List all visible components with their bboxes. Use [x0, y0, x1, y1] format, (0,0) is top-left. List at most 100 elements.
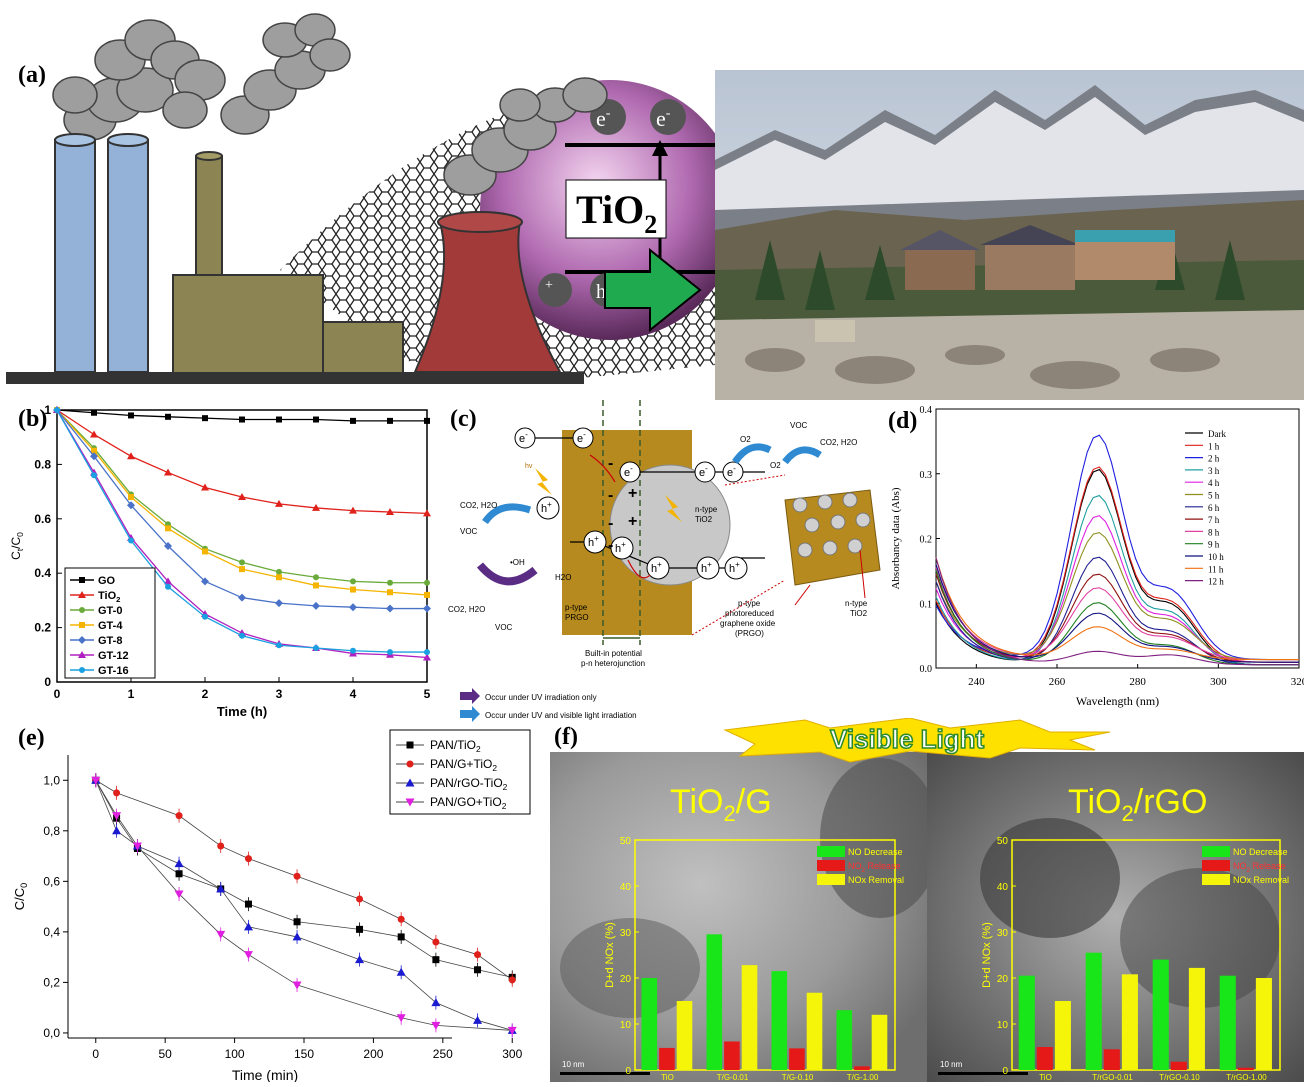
legend-uvvis-arrow — [460, 706, 480, 722]
mountain-photo — [715, 70, 1304, 400]
data-point — [90, 452, 98, 461]
legend-marker — [79, 622, 85, 628]
data-point — [164, 577, 172, 585]
hole-1 — [538, 273, 572, 307]
legend-label: GT-4 — [98, 620, 123, 632]
legend-label: GT-16 — [98, 665, 129, 677]
visible-light-text: Visible Light — [830, 724, 984, 754]
co2-label-2: CO2, H2O — [448, 605, 485, 614]
data-point — [424, 417, 430, 424]
x-tick-label: 240 — [968, 676, 985, 688]
x-tick-label: T/G-1.00 — [847, 1073, 879, 1082]
builtin-label-1: Built-in potential — [585, 649, 642, 658]
data-point — [350, 578, 356, 585]
bar — [854, 1066, 870, 1070]
legend-label: GT-8 — [98, 635, 122, 647]
y-tick-label: 40 — [620, 882, 632, 893]
tio2-box-label: TiO2 — [576, 187, 657, 239]
series-9h — [935, 569, 1300, 666]
legend-label: NOx Removal — [1233, 875, 1289, 885]
data-point — [397, 933, 405, 941]
y-tick-label: 0,2 — [43, 975, 60, 989]
legend-swatch — [817, 860, 845, 871]
spectrum-line — [935, 494, 1300, 666]
plot-frame — [56, 409, 428, 683]
x-tick-label: 100 — [225, 1047, 245, 1061]
data-point — [387, 649, 393, 656]
data-point — [128, 494, 134, 501]
bar — [1170, 1061, 1187, 1070]
blue-arrow-left — [482, 503, 532, 525]
data-point — [202, 548, 208, 555]
x-tick-label: 250 — [433, 1047, 453, 1061]
legend-label: 8 h — [1208, 527, 1220, 537]
legend-uv-arrow — [460, 688, 480, 704]
x-tick-label: 0 — [92, 1047, 99, 1061]
data-point — [293, 918, 301, 926]
ground-line — [6, 372, 584, 384]
voc-label-2: VOC — [495, 623, 513, 632]
data-point — [355, 955, 365, 964]
panel-b: 0 1 2 3 4 5 0 0.2 0.4 0.6 0.8 1 Time (h) Ct/C0 GO TiO2 G… — [0, 400, 440, 725]
y-axis-label: D+d NOx (%) — [981, 922, 993, 988]
chart-f-right: 0 10 20 30 40 50 D+d NOx (%) TiO T/rGO-0.01 T/rGO… — [981, 836, 1289, 1082]
legend-label: NO2 Release — [848, 861, 901, 874]
data-point — [276, 574, 282, 581]
bar — [724, 1041, 740, 1070]
tio2-box — [565, 179, 667, 239]
mountain-scene — [715, 70, 1304, 400]
data-point — [165, 525, 171, 532]
legend: PAN/TiO2 PAN/G+TiO2 PAN/rGO-TiO2 PAN/GO+TiO… — [389, 729, 531, 815]
chimney-1 — [54, 139, 96, 373]
bar — [806, 992, 823, 1070]
legend-label: PAN/TiO2 — [430, 738, 481, 754]
data-point — [164, 468, 172, 476]
data-point — [202, 613, 208, 620]
panel-b-label: (b) — [18, 406, 48, 432]
legend-label: 6 h — [1208, 503, 1220, 513]
bar — [789, 1048, 805, 1070]
legend-label: PAN/G+TiO2 — [430, 757, 497, 773]
data-point — [128, 412, 134, 419]
spectrum-line — [935, 532, 1300, 661]
scale-label-right: 10 nm — [940, 1060, 963, 1069]
data-point — [239, 416, 245, 423]
data-point — [431, 998, 441, 1007]
series-pangtio2 — [92, 773, 516, 987]
data-point — [127, 452, 135, 460]
y-tick-label: 0 — [625, 1066, 631, 1077]
legend-swatch — [1202, 874, 1230, 885]
data-point — [386, 604, 394, 613]
y-tick-label: 1,0 — [43, 773, 60, 787]
x-tick-label: 280 — [1129, 676, 1146, 688]
svg-text:e-: e- — [699, 464, 708, 479]
scale-bar-right — [938, 1072, 1028, 1075]
data-point — [112, 826, 122, 835]
legend-label: 3 h — [1208, 466, 1220, 476]
ptype-prgo-label-1: p-type — [738, 599, 761, 608]
y-tick-label: 0.0 — [920, 664, 933, 675]
data-point — [350, 647, 356, 654]
y-tick-label: 0.3 — [920, 470, 933, 481]
right-panel-title: TiO2/rGO — [1068, 783, 1207, 826]
spectrum-line — [935, 564, 1300, 663]
legend-label: 9 h — [1208, 540, 1220, 550]
legend-swatch — [817, 846, 845, 857]
data-point — [292, 932, 302, 941]
hole-1-label: + — [545, 278, 553, 293]
blue-arrow-o2 — [732, 443, 772, 465]
y-tick-label: 20 — [620, 974, 632, 985]
data-point — [350, 417, 356, 424]
left-panel-title: TiO2/G — [670, 783, 772, 826]
legend-label: NO2 Release — [1233, 861, 1286, 874]
series-11h — [935, 557, 1300, 661]
spectrum-line — [935, 557, 1300, 666]
data-point — [356, 895, 364, 903]
legend-marker — [78, 651, 86, 658]
scale-bar-left — [560, 1072, 650, 1075]
panel-a: e- e- + h+ TiO2 — [0, 0, 740, 400]
data-point — [423, 653, 431, 661]
y-tick-label: 0.8 — [34, 457, 51, 471]
data-point — [217, 842, 225, 850]
legend-marker — [78, 636, 86, 644]
